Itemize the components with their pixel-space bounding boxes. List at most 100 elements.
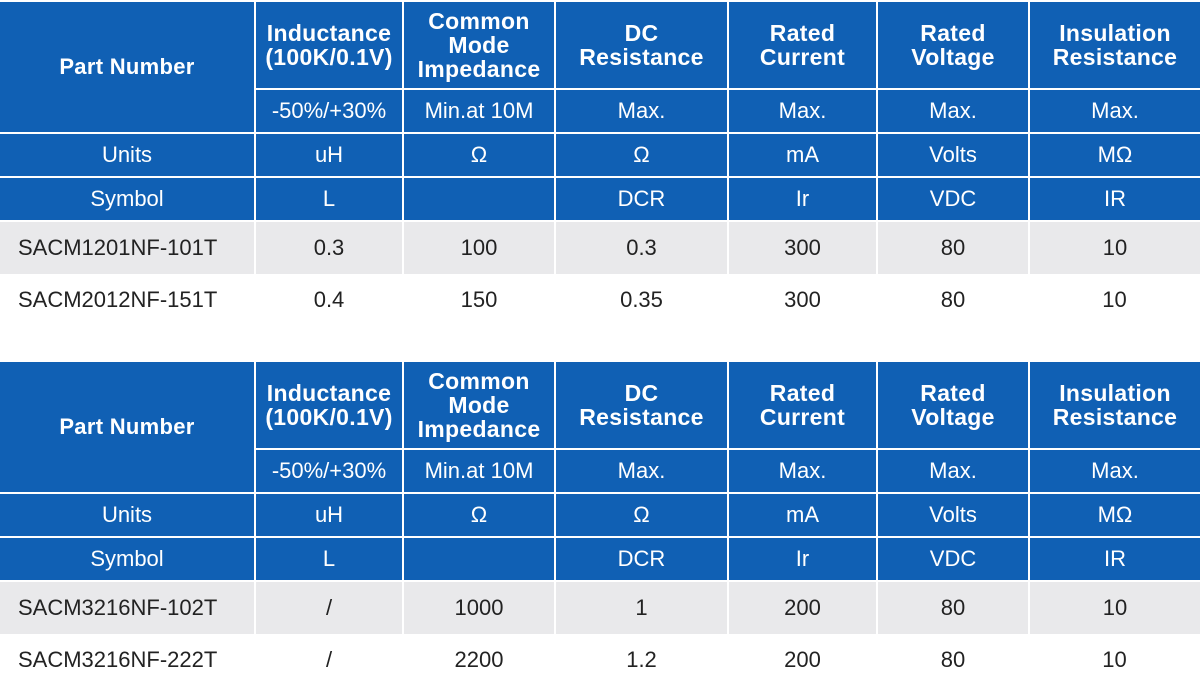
symbol-row: Symbol L DCR Ir VDC IR (0, 176, 1200, 222)
unit-cell: Ω (402, 492, 556, 538)
header-title-row: Part Number Inductance (100K/0.1V) Common… (0, 360, 1200, 494)
spec-cell: Max. (1028, 88, 1200, 134)
col-title-line: Inductance (266, 20, 392, 46)
col-header-insulation-resistance: Insulation Resistance (1028, 360, 1200, 450)
symbol-cell: VDC (876, 536, 1030, 582)
unit-cell: Volts (876, 132, 1030, 178)
unit-cell: Ω (554, 492, 729, 538)
unit-cell: uH (254, 132, 404, 178)
value-cell: 80 (877, 221, 1030, 274)
units-row: Units uH Ω Ω mA Volts MΩ (0, 492, 1200, 538)
value-cell: 1000 (403, 581, 556, 634)
value-cell: 10 (1029, 221, 1200, 274)
value-cell: 1 (555, 581, 729, 634)
spec-cell: Max. (727, 88, 878, 134)
spec-cell: Max. (876, 448, 1030, 494)
col-header-dc-resistance: DC Resistance (554, 360, 729, 450)
col-title-line: Rated (769, 380, 836, 406)
spec-cell: Max. (876, 88, 1030, 134)
symbol-cell: L (254, 176, 404, 222)
part-number-header: Part Number (0, 0, 256, 134)
value-cell: 10 (1029, 581, 1200, 634)
col-title-line: Impedance (417, 416, 541, 442)
col-title-line: Insulation (1059, 380, 1171, 406)
symbol-cell: DCR (554, 176, 729, 222)
col-title-line: Resistance (1052, 404, 1178, 430)
units-row: Units uH Ω Ω mA Volts MΩ (0, 132, 1200, 178)
symbol-cell: Ir (727, 536, 878, 582)
col-header-inductance: Inductance (100K/0.1V) (254, 360, 404, 450)
col-title-line: Mode (448, 32, 510, 58)
value-cell: 0.3 (255, 221, 404, 274)
col-title-line: Resistance (579, 44, 704, 70)
table-row: SACM2012NF-151T 0.4 150 0.35 300 80 10 (0, 274, 1200, 326)
part-number-cell: SACM1201NF-101T (0, 221, 256, 274)
value-cell: 300 (728, 274, 877, 326)
value-cell: 80 (877, 274, 1029, 326)
unit-cell: Volts (876, 492, 1030, 538)
value-cell: 300 (728, 221, 878, 274)
unit-cell: MΩ (1028, 132, 1200, 178)
unit-cell: MΩ (1028, 492, 1200, 538)
symbol-cell: VDC (876, 176, 1030, 222)
col-header-rated-voltage: Rated Voltage (876, 0, 1030, 90)
col-title-line: Insulation (1059, 20, 1171, 46)
table-row: SACM3216NF-222T / 2200 1.2 200 80 10 (0, 634, 1200, 686)
col-title-line: Rated (920, 20, 986, 46)
unit-cell: Ω (554, 132, 729, 178)
value-cell: 2200 (403, 634, 555, 686)
col-header-insulation-resistance: Insulation Resistance (1028, 0, 1200, 90)
col-title-line: Mode (448, 392, 510, 418)
part-number-cell: SACM3216NF-102T (0, 581, 256, 634)
spec-cell: -50%/+30% (254, 88, 404, 134)
col-header-rated-voltage: Rated Voltage (876, 360, 1030, 450)
col-title-line: Resistance (579, 404, 704, 430)
symbol-row: Symbol L DCR Ir VDC IR (0, 536, 1200, 582)
col-header-common-mode-impedance: Common Mode Impedance (402, 0, 556, 90)
value-cell: 0.3 (555, 221, 729, 274)
col-header-inductance: Inductance (100K/0.1V) (254, 0, 404, 90)
spec-cell: Max. (554, 448, 729, 494)
spec-cell: Max. (727, 448, 878, 494)
units-label: Units (0, 492, 256, 538)
symbol-cell: DCR (554, 536, 729, 582)
symbol-cell: Ir (727, 176, 878, 222)
spec-table-1: Part Number Inductance (100K/0.1V) Common… (0, 0, 1200, 326)
col-header-common-mode-impedance: Common Mode Impedance (402, 360, 556, 450)
symbol-cell (402, 536, 556, 582)
units-label: Units (0, 132, 256, 178)
header-spec-row: -50%/+30% Min.at 10M Max. Max. Max. Max. (0, 88, 1200, 134)
unit-cell: mA (727, 132, 878, 178)
symbol-cell (402, 176, 556, 222)
col-header-rated-current: Rated Current (727, 360, 878, 450)
value-cell: / (255, 634, 403, 686)
col-title-line: Voltage (911, 44, 995, 70)
value-cell: 10 (1029, 274, 1200, 326)
table-row: SACM1201NF-101T 0.3 100 0.3 300 80 10 (0, 221, 1200, 274)
col-title-line: Resistance (1052, 44, 1178, 70)
symbol-cell: IR (1028, 536, 1200, 582)
col-title-line: Inductance (266, 380, 392, 406)
col-header-rated-current: Rated Current (727, 0, 878, 90)
col-title-line: Current (759, 44, 846, 70)
part-number-cell: SACM3216NF-222T (0, 634, 255, 686)
symbol-cell: L (254, 536, 404, 582)
value-cell: 1.2 (555, 634, 728, 686)
value-cell: / (255, 581, 404, 634)
value-cell: 150 (403, 274, 555, 326)
value-cell: 200 (728, 634, 877, 686)
col-title-line: Impedance (417, 56, 541, 82)
spec-cell: Max. (554, 88, 729, 134)
value-cell: 200 (728, 581, 878, 634)
spec-table-2: Part Number Inductance (100K/0.1V) Common… (0, 360, 1200, 686)
col-title-line: DC (624, 20, 659, 46)
col-title-line: (100K/0.1V) (265, 44, 393, 70)
value-cell: 10 (1029, 634, 1200, 686)
value-cell: 80 (877, 634, 1029, 686)
value-cell: 0.4 (255, 274, 403, 326)
unit-cell: uH (254, 492, 404, 538)
part-number-cell: SACM2012NF-151T (0, 274, 255, 326)
col-title-line: Common (428, 8, 530, 34)
header-title-row: Part Number Inductance (100K/0.1V) Common… (0, 0, 1200, 134)
col-title-line: DC (624, 380, 659, 406)
